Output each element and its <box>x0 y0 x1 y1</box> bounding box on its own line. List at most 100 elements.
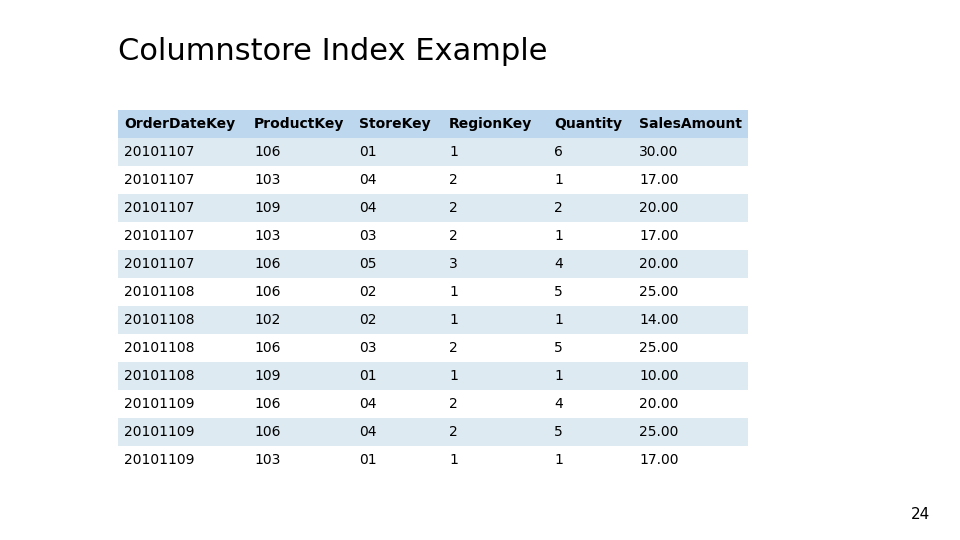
Bar <box>353 138 443 166</box>
Text: 17.00: 17.00 <box>639 453 679 467</box>
Bar <box>248 418 353 446</box>
Text: 2: 2 <box>449 425 458 439</box>
Text: 02: 02 <box>359 313 376 327</box>
Bar <box>248 362 353 390</box>
Text: 106: 106 <box>254 285 280 299</box>
Text: 20101108: 20101108 <box>124 313 195 327</box>
Text: 20.00: 20.00 <box>639 397 679 411</box>
Text: ProductKey: ProductKey <box>254 117 345 131</box>
Text: 04: 04 <box>359 173 376 187</box>
Bar <box>118 250 248 278</box>
Bar <box>443 306 548 334</box>
Bar <box>633 250 748 278</box>
Bar <box>633 362 748 390</box>
Bar <box>633 306 748 334</box>
Bar <box>118 418 248 446</box>
Text: 2: 2 <box>449 173 458 187</box>
Text: 5: 5 <box>554 285 563 299</box>
Text: SalesAmount: SalesAmount <box>639 117 742 131</box>
Text: 2: 2 <box>449 201 458 215</box>
Bar <box>353 194 443 222</box>
Text: 106: 106 <box>254 341 280 355</box>
Bar <box>353 278 443 306</box>
Text: StoreKey: StoreKey <box>359 117 431 131</box>
Bar <box>118 390 248 418</box>
Text: 109: 109 <box>254 369 280 383</box>
Bar <box>443 390 548 418</box>
Bar <box>443 138 548 166</box>
Text: 03: 03 <box>359 229 376 243</box>
Bar <box>353 250 443 278</box>
Bar <box>548 278 633 306</box>
Text: 106: 106 <box>254 425 280 439</box>
Bar <box>633 194 748 222</box>
Text: 6: 6 <box>554 145 563 159</box>
Text: 30.00: 30.00 <box>639 145 679 159</box>
Text: 3: 3 <box>449 257 458 271</box>
Text: 20.00: 20.00 <box>639 201 679 215</box>
Bar <box>443 250 548 278</box>
Bar <box>248 110 353 138</box>
Bar <box>353 166 443 194</box>
Bar <box>633 278 748 306</box>
Bar <box>248 278 353 306</box>
Bar <box>118 362 248 390</box>
Text: 102: 102 <box>254 313 280 327</box>
Text: 1: 1 <box>449 369 458 383</box>
Text: 109: 109 <box>254 201 280 215</box>
Text: 106: 106 <box>254 397 280 411</box>
Bar <box>248 306 353 334</box>
Bar <box>548 334 633 362</box>
Text: 01: 01 <box>359 145 376 159</box>
Bar <box>443 418 548 446</box>
Bar <box>118 306 248 334</box>
Bar <box>548 250 633 278</box>
Text: 10.00: 10.00 <box>639 369 679 383</box>
Text: 2: 2 <box>449 341 458 355</box>
Bar <box>548 194 633 222</box>
Text: 04: 04 <box>359 425 376 439</box>
Bar <box>443 166 548 194</box>
Text: 2: 2 <box>449 397 458 411</box>
Text: 1: 1 <box>554 453 563 467</box>
Text: 1: 1 <box>554 173 563 187</box>
Text: 1: 1 <box>554 313 563 327</box>
Text: Quantity: Quantity <box>554 117 622 131</box>
Bar <box>548 418 633 446</box>
Bar <box>353 418 443 446</box>
Text: 01: 01 <box>359 453 376 467</box>
Bar <box>248 166 353 194</box>
Bar <box>118 110 248 138</box>
Bar <box>248 138 353 166</box>
Text: 106: 106 <box>254 145 280 159</box>
Text: 20.00: 20.00 <box>639 257 679 271</box>
Text: 1: 1 <box>554 369 563 383</box>
Text: 20101109: 20101109 <box>124 397 195 411</box>
Bar <box>633 110 748 138</box>
Text: 20101107: 20101107 <box>124 201 194 215</box>
Text: 05: 05 <box>359 257 376 271</box>
Bar <box>118 166 248 194</box>
Bar <box>548 306 633 334</box>
Bar <box>353 390 443 418</box>
Bar <box>118 138 248 166</box>
Text: 03: 03 <box>359 341 376 355</box>
Text: 1: 1 <box>449 145 458 159</box>
Text: 20101109: 20101109 <box>124 453 195 467</box>
Bar <box>353 334 443 362</box>
Bar <box>443 278 548 306</box>
Bar <box>443 194 548 222</box>
Bar <box>118 446 248 474</box>
Text: 02: 02 <box>359 285 376 299</box>
Text: 17.00: 17.00 <box>639 173 679 187</box>
Text: 20101108: 20101108 <box>124 341 195 355</box>
Text: 103: 103 <box>254 173 280 187</box>
Bar <box>353 362 443 390</box>
Bar <box>633 222 748 250</box>
Text: RegionKey: RegionKey <box>449 117 532 131</box>
Text: Columnstore Index Example: Columnstore Index Example <box>118 37 547 66</box>
Bar <box>118 194 248 222</box>
Text: 4: 4 <box>554 257 563 271</box>
Bar <box>443 222 548 250</box>
Text: 20101109: 20101109 <box>124 425 195 439</box>
